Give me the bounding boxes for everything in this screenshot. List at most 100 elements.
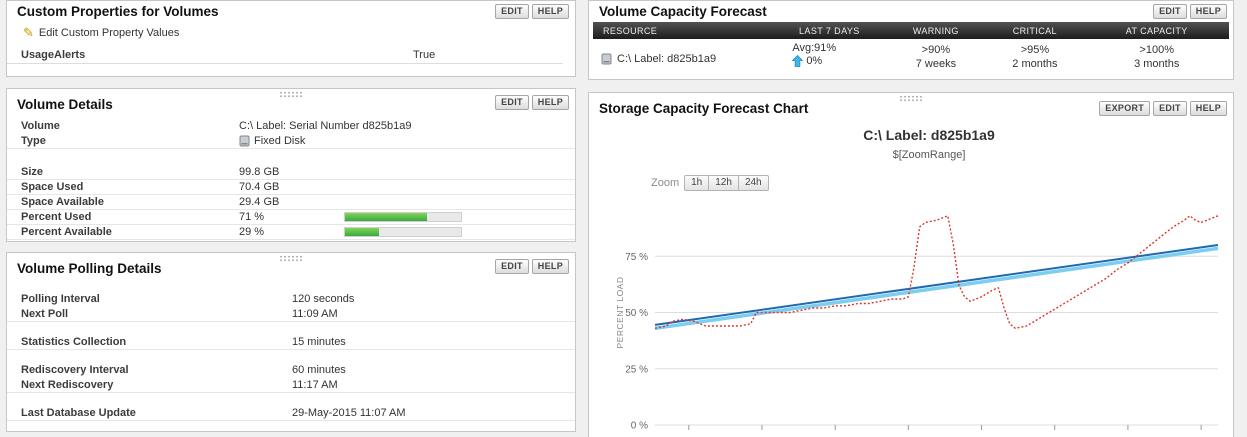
row-label: Polling Interval [21, 293, 100, 305]
chart-panel-title: Storage Capacity Forecast Chart [599, 101, 809, 116]
polling-row-next-poll: Next Poll 11:09 AM [7, 307, 575, 322]
column-critical: CRITICAL [1012, 26, 1057, 36]
edit-button[interactable]: EDIT [495, 4, 529, 19]
row-value: 120 seconds [292, 293, 355, 305]
capacity-forecast-buttons: EDIT HELP [1153, 4, 1227, 19]
zoom-controls: Zoom 1h 12h 24h [651, 175, 769, 191]
type-value-text: Fixed Disk [254, 135, 306, 147]
help-button[interactable]: HELP [531, 4, 569, 19]
trend-up-icon [792, 55, 804, 67]
forecast-last7-cell: Avg:91% 0% [772, 39, 886, 78]
row-spacer [7, 350, 575, 363]
polling-row-last-database-update: Last Database Update 29-May-2015 11:07 A… [7, 406, 575, 421]
warning-threshold: >90% [921, 44, 951, 56]
zoom-1h-button[interactable]: 1h [684, 175, 710, 191]
panel-volume-details: Volume Details EDIT HELP Volume C:\ Labe… [6, 88, 576, 242]
edit-button[interactable]: EDIT [1153, 101, 1187, 116]
at-capacity-time: 3 months [1134, 58, 1180, 70]
volume-details-buttons: EDIT HELP [495, 95, 569, 110]
at-capacity-threshold: >100% [1139, 44, 1174, 56]
row-value: 60 minutes [292, 364, 346, 376]
row-spacer [7, 149, 575, 165]
panel-volume-polling-details: Volume Polling Details EDIT HELP Polling… [6, 252, 576, 432]
row-label: Type [21, 135, 46, 147]
edit-button[interactable]: EDIT [495, 95, 529, 110]
row-label: Space Used [21, 181, 84, 193]
pencil-icon: ✎ [23, 25, 34, 40]
row-label: Percent Used [21, 211, 92, 223]
polling-row-interval: Polling Interval 120 seconds [7, 292, 575, 307]
zoom-button-group: 1h 12h 24h [684, 175, 769, 191]
chart-subtitle: $[ZoomRange] [892, 149, 966, 161]
critical-time: 2 months [1012, 58, 1058, 70]
detail-row-type: Type Fixed Disk [7, 134, 575, 149]
row-value: 29 % [239, 226, 265, 238]
row-value: 71 % [239, 211, 265, 223]
row-value: 15 minutes [292, 336, 346, 348]
zoom-label: Zoom [651, 177, 680, 189]
fixed-disk-icon [239, 135, 250, 147]
row-label: Next Poll [21, 308, 69, 320]
chart-title: C:\ Label: d825b1a9 [863, 127, 995, 143]
row-value: C:\ Label: Serial Number d825b1a9 [239, 120, 412, 132]
row-value: Fixed Disk [239, 135, 305, 147]
row-value: 29-May-2015 11:07 AM [292, 407, 406, 419]
volume-details-rows: Volume C:\ Label: Serial Number d825b1a9… [7, 119, 575, 240]
volume-polling-rows: Polling Interval 120 seconds Next Poll 1… [7, 292, 575, 421]
volume-polling-buttons: EDIT HELP [495, 259, 569, 274]
custom-properties-title: Custom Properties for Volumes [17, 4, 219, 19]
critical-threshold: >95% [1020, 44, 1050, 56]
capacity-forecast-title: Volume Capacity Forecast [599, 4, 767, 19]
column-last-7-days: LAST 7 DAYS [799, 26, 860, 36]
svg-text:PERCENT LOAD: PERCENT LOAD [615, 277, 625, 349]
percent-available-bar [344, 227, 462, 237]
panel-storage-capacity-forecast-chart: Storage Capacity Forecast Chart EXPORT E… [588, 92, 1234, 437]
forecast-table-header: RESOURCE LAST 7 DAYS WARNING CRITICAL AT… [593, 22, 1229, 39]
column-warning: WARNING [912, 26, 959, 36]
polling-row-rediscovery-interval: Rediscovery Interval 60 minutes [7, 363, 575, 378]
help-button[interactable]: HELP [1189, 101, 1227, 116]
svg-text:0 %: 0 % [631, 421, 648, 432]
export-button[interactable]: EXPORT [1099, 101, 1151, 116]
svg-text:75 %: 75 % [625, 252, 648, 263]
drag-handle-icon[interactable] [279, 255, 303, 263]
forecast-warning-cell: >90% 7 weeks [886, 39, 985, 78]
property-name: UsageAlerts [21, 49, 86, 61]
zoom-24h-button[interactable]: 24h [737, 175, 769, 191]
row-label: Statistics Collection [21, 336, 127, 348]
property-value: True [413, 49, 436, 61]
avg-value: Avg:91% [792, 42, 837, 54]
detail-row-volume: Volume C:\ Label: Serial Number d825b1a9 [7, 119, 575, 134]
polling-row-statistics-collection: Statistics Collection 15 minutes [7, 335, 575, 350]
drag-handle-icon[interactable] [279, 91, 303, 99]
row-label: Next Rediscovery [21, 379, 114, 391]
forecast-chart-svg: 0 % 25 % 50 % 75 % PERCENT LOAD [615, 215, 1219, 432]
help-button[interactable]: HELP [531, 95, 569, 110]
row-value: 29.4 GB [239, 196, 280, 208]
edit-button[interactable]: EDIT [1153, 4, 1187, 19]
row-spacer [7, 393, 575, 406]
help-button[interactable]: HELP [531, 259, 569, 274]
help-button[interactable]: HELP [1189, 4, 1227, 19]
drag-handle-icon[interactable] [899, 95, 923, 103]
volume-details-title: Volume Details [17, 97, 113, 112]
edit-button[interactable]: EDIT [495, 259, 529, 274]
trend-value: 0% [806, 55, 823, 67]
row-label: Volume [21, 120, 60, 132]
trend-row: 0% [792, 55, 886, 67]
panel-custom-properties: Custom Properties for Volumes EDIT HELP … [6, 0, 576, 77]
zoom-12h-button[interactable]: 12h [708, 175, 739, 191]
percent-used-bar-fill [345, 213, 428, 221]
row-label: Size [21, 166, 44, 178]
column-resource: RESOURCE [603, 26, 658, 36]
detail-row-percent-available: Percent Available 29 % [7, 225, 575, 240]
row-value: 70.4 GB [239, 181, 280, 193]
percent-available-bar-fill [345, 228, 379, 236]
polling-row-next-rediscovery: Next Rediscovery 11:17 AM [7, 378, 575, 393]
custom-properties-buttons: EDIT HELP [495, 4, 569, 19]
row-label: Rediscovery Interval [21, 364, 129, 376]
forecast-resource-cell[interactable]: C:\ Label: d825b1a9 [593, 39, 772, 78]
edit-custom-property-values-link[interactable]: ✎ Edit Custom Property Values [23, 25, 179, 40]
detail-row-percent-used: Percent Used 71 % [7, 210, 575, 225]
